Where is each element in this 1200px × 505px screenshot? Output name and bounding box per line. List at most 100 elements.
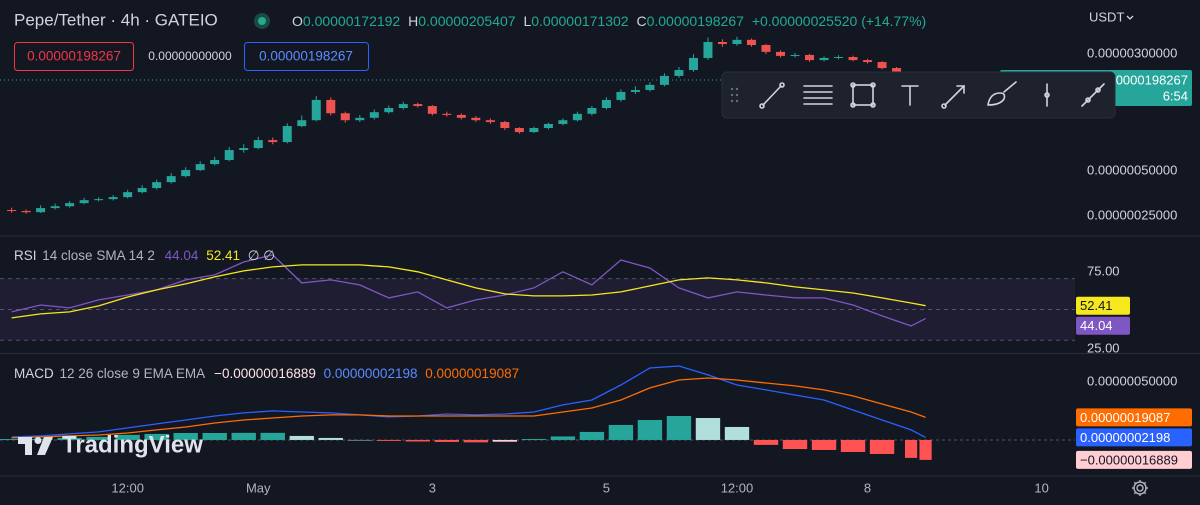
histogram-bar xyxy=(724,426,750,440)
histogram-bar xyxy=(57,437,82,440)
candle-body xyxy=(369,112,379,118)
candle-body xyxy=(427,106,437,114)
currency-menu[interactable]: USDT xyxy=(1089,9,1134,24)
histogram-bar xyxy=(521,439,547,440)
last-price-label: 0.00000198267 xyxy=(1098,72,1188,87)
watermark-text: TradingView xyxy=(62,431,203,458)
candle-body xyxy=(717,41,727,45)
candle-body xyxy=(137,188,147,193)
currency: USDT xyxy=(1089,9,1124,24)
histogram-bar xyxy=(608,424,634,440)
logo-mark xyxy=(18,437,32,455)
chevron xyxy=(1126,15,1134,20)
candle-body xyxy=(616,91,626,100)
candle-body xyxy=(297,120,307,127)
candle-body xyxy=(311,99,321,121)
rsi-value: 44.04 xyxy=(165,248,199,263)
candle-body xyxy=(471,117,481,121)
text-tool[interactable] xyxy=(901,85,919,106)
histogram-bar xyxy=(86,436,111,440)
histogram-bar xyxy=(695,418,721,440)
x-tick-label: 5 xyxy=(603,480,610,495)
candle-body xyxy=(543,123,553,129)
ohlc-value: 0.00000172192 xyxy=(303,13,401,29)
toolbar-bg xyxy=(721,71,1116,119)
candle-body xyxy=(746,39,756,46)
candle-body xyxy=(21,210,31,213)
macd-legend: MACD 12 26 close 9 EMA EMA −0.0000001688… xyxy=(14,366,519,381)
candle-body xyxy=(413,104,423,107)
ohlc-key: H xyxy=(408,13,418,29)
ohlc-key: O xyxy=(292,13,303,29)
candle-body xyxy=(485,120,495,123)
ohlc-key: L xyxy=(523,13,531,29)
histogram-bar xyxy=(405,439,430,442)
candle-body xyxy=(572,113,582,121)
histogram-bar xyxy=(260,432,285,440)
buy-button[interactable]: 0.00000198267 xyxy=(244,42,369,71)
settings-button[interactable] xyxy=(1132,480,1148,496)
candle-body xyxy=(688,57,698,71)
histogram-bar xyxy=(144,433,169,440)
candle-body xyxy=(703,41,713,58)
buy-box xyxy=(244,42,369,71)
histogram-bar xyxy=(840,439,866,452)
price-label: 52.41 xyxy=(1080,298,1113,313)
sell-box xyxy=(14,42,134,71)
histogram-bar xyxy=(376,439,401,441)
macd-value: 0.00000002198 xyxy=(324,366,418,381)
logo-dot xyxy=(34,437,42,444)
candle-body xyxy=(761,45,771,52)
candle-body xyxy=(239,148,249,151)
arrow-tool[interactable] xyxy=(941,85,965,109)
histogram-bar xyxy=(753,439,779,445)
candle-body xyxy=(340,113,350,121)
histogram-bar xyxy=(666,416,692,440)
candle-body xyxy=(529,128,539,133)
change: +0.00000025520 (+14.77%) xyxy=(752,13,926,29)
drag-handle[interactable] xyxy=(730,87,739,103)
countdown: 6:54 xyxy=(1163,88,1188,103)
rectangle-tool[interactable] xyxy=(850,82,876,108)
buy-price: 0.00000198267 xyxy=(259,49,353,64)
histogram-bar xyxy=(492,439,518,442)
candle-body xyxy=(877,62,887,69)
candle-body xyxy=(601,99,611,109)
histogram-bar xyxy=(579,431,605,440)
trend-line-tool[interactable] xyxy=(759,82,785,109)
price-label-box xyxy=(1076,316,1130,335)
candle-body xyxy=(500,122,510,129)
price-label-box xyxy=(1076,408,1192,427)
histogram-bar xyxy=(434,439,460,442)
extended-line-tool[interactable] xyxy=(1081,83,1105,107)
indicator-line xyxy=(11,377,926,439)
price-label-box xyxy=(1076,428,1192,447)
candle-body xyxy=(645,84,655,91)
brush-tool[interactable] xyxy=(987,81,1017,106)
histogram-bar xyxy=(318,437,343,440)
indicator-line xyxy=(11,365,926,438)
price-label: −0.00000016889 xyxy=(1080,452,1178,467)
price-label-box xyxy=(1076,450,1192,469)
histogram-value: −0.00000016889 xyxy=(214,366,316,381)
candle-body xyxy=(384,108,394,113)
candle-body xyxy=(282,126,292,143)
vertical-line-tool[interactable] xyxy=(1044,83,1050,107)
candle-body xyxy=(355,117,365,121)
candle-body xyxy=(94,199,104,201)
spread: 0.00000000000 xyxy=(148,49,232,63)
candle-body xyxy=(805,54,815,61)
candle-body xyxy=(442,113,452,115)
fib-tool[interactable] xyxy=(803,85,833,105)
price-label: 0.00000019087 xyxy=(1080,410,1170,425)
histogram-bar xyxy=(869,439,895,454)
price-label-box xyxy=(1076,296,1130,315)
candle-body xyxy=(326,99,336,114)
sell-button[interactable]: 0.00000198267 xyxy=(14,42,134,71)
candle-body xyxy=(630,90,640,92)
candle-body xyxy=(790,54,800,56)
histogram-bar xyxy=(0,439,24,440)
candle-body xyxy=(79,200,89,204)
sell-price: 0.00000198267 xyxy=(27,49,121,64)
